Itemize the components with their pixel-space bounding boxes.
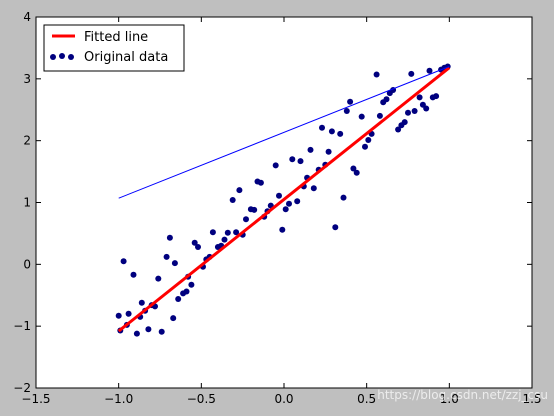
x-tick-label: 0.5	[357, 392, 376, 406]
data-point	[294, 198, 301, 205]
data-point	[251, 206, 258, 213]
data-point	[310, 185, 317, 192]
legend-original-swatch-dot	[68, 54, 74, 60]
y-tick-label: −1	[13, 319, 31, 333]
y-tick-label: 4	[23, 10, 31, 24]
data-point	[221, 236, 228, 243]
data-point	[233, 229, 240, 236]
legend-original-swatch-dot	[50, 54, 56, 60]
legend: Fitted line Original data	[43, 24, 185, 72]
data-point	[145, 326, 152, 333]
data-point	[353, 169, 360, 176]
y-tick-label: 1	[23, 196, 31, 210]
data-point	[243, 216, 249, 223]
data-point	[340, 194, 347, 201]
data-point	[347, 98, 354, 105]
data-point	[272, 162, 279, 169]
x-tick-label: −0.5	[187, 392, 216, 406]
data-point	[229, 197, 236, 203]
scatter-layer	[115, 63, 451, 337]
data-point	[408, 70, 415, 77]
data-point	[286, 200, 292, 207]
data-point	[297, 158, 304, 165]
data-point	[170, 315, 177, 322]
data-point	[332, 224, 339, 231]
data-point	[188, 281, 195, 288]
data-point	[328, 128, 335, 135]
data-point	[401, 119, 408, 126]
data-point	[195, 244, 201, 250]
data-point	[191, 239, 198, 246]
data-point	[171, 260, 178, 267]
data-point	[343, 108, 350, 114]
data-point	[125, 310, 132, 317]
data-point	[289, 156, 296, 163]
data-point	[411, 108, 418, 114]
data-point	[130, 271, 137, 278]
data-point	[423, 105, 430, 112]
data-point	[319, 124, 325, 131]
data-point	[276, 192, 282, 199]
data-point	[115, 312, 122, 319]
data-point	[138, 299, 145, 306]
x-tick-label: 1.5	[522, 392, 541, 406]
data-point	[257, 179, 264, 186]
data-point	[224, 229, 231, 236]
data-point	[350, 165, 357, 172]
data-point	[236, 187, 243, 194]
x-tick-label: −1.0	[104, 392, 133, 406]
data-point	[395, 126, 402, 133]
x-tick-label: −1.5	[21, 392, 50, 406]
legend-fitted-label: Fitted line	[84, 30, 148, 45]
tick-layer: −1.5 −1.0 −0.5 0.0 0.5 1.0 1.5 −2 −1 0 1 2 3 4	[13, 10, 541, 406]
plot-area	[36, 17, 532, 388]
watermark: https://blog.csdn.net/zzj_csu	[377, 388, 548, 402]
data-point	[362, 143, 368, 150]
x-tick-label: 1.0	[440, 392, 459, 406]
data-point	[376, 112, 383, 119]
data-point	[373, 71, 380, 78]
data-point	[166, 234, 173, 241]
fitted-line	[117, 66, 451, 333]
x-tick-label: 0.0	[274, 392, 293, 406]
legend-original-label: Original data	[84, 50, 168, 65]
data-point	[307, 146, 314, 153]
y-tick-label: 2	[23, 134, 31, 148]
y-tick-label: 3	[23, 72, 31, 86]
data-point	[405, 109, 411, 116]
reference-line	[118, 66, 450, 199]
data-point	[175, 296, 182, 302]
data-point	[365, 137, 372, 143]
data-point	[433, 93, 440, 100]
legend-box	[43, 24, 185, 72]
data-point	[325, 148, 332, 155]
line-layer	[117, 66, 451, 333]
data-point	[209, 229, 216, 236]
data-point	[155, 275, 162, 282]
data-point	[183, 288, 190, 295]
y-tick-label: −2	[13, 381, 31, 395]
legend-original-swatch-dot	[59, 53, 65, 59]
data-point	[358, 113, 365, 120]
data-point	[337, 130, 344, 137]
data-point	[163, 253, 170, 260]
data-point	[416, 94, 423, 101]
data-point	[383, 96, 390, 103]
data-point	[133, 330, 140, 337]
data-point	[120, 258, 127, 265]
data-point	[282, 206, 289, 213]
data-point	[158, 328, 165, 335]
y-tick-label: 0	[23, 257, 31, 271]
data-point	[279, 226, 286, 233]
data-point	[426, 67, 433, 74]
